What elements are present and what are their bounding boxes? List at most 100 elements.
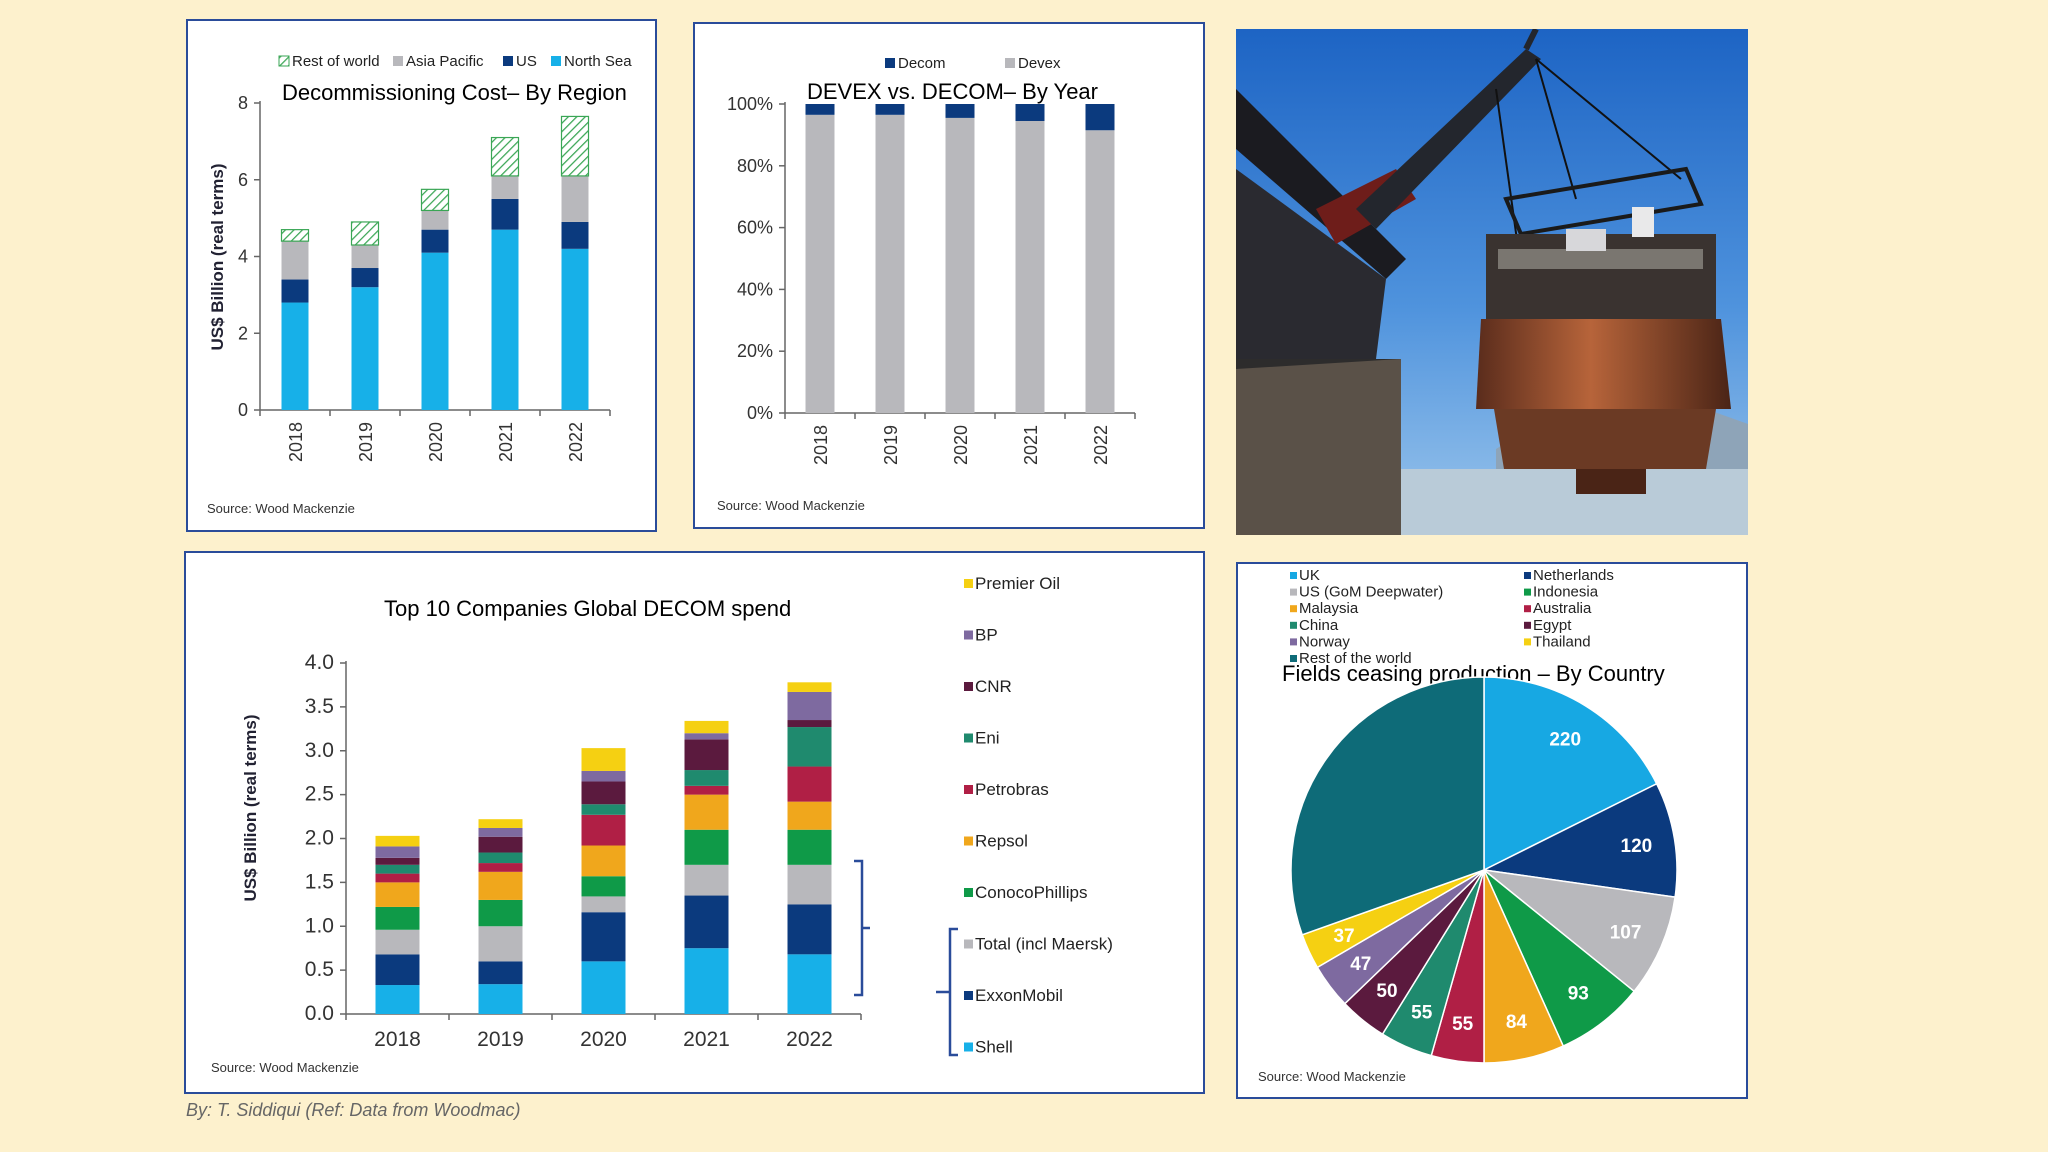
bar-petrobras-2021	[684, 785, 729, 795]
source-note: Source: Wood Mackenzie	[717, 498, 865, 513]
bar-decom-2022	[1085, 104, 1115, 131]
legend-label-us-gom-deepwater: US (GoM Deepwater)	[1299, 584, 1443, 601]
x-tick-label: 2021	[1021, 425, 1041, 465]
y-tick-label: 4.0	[305, 651, 334, 674]
bar-conocophillips-2018	[375, 906, 420, 930]
bar-bp-2018	[375, 846, 420, 858]
bar-devex-2021	[1015, 120, 1045, 414]
bar-repsol-2022	[787, 801, 832, 830]
bar-repsol-2021	[684, 794, 729, 830]
x-tick-label: 2018	[811, 425, 831, 465]
bar-asia-pacific-2018	[281, 241, 309, 280]
bar-rest-of-world-2018	[280, 229, 310, 242]
chart-top10-companies-svg: Top 10 Companies Global DECOM spend US$ B…	[211, 574, 1113, 1075]
bar-cnr-2018	[375, 857, 420, 865]
bar-petrobras-2019	[478, 863, 523, 872]
x-tick-label: 2020	[580, 1028, 627, 1051]
y-tick-label: 60%	[737, 218, 773, 238]
footer-credit: By: T. Siddiqui (Ref: Data from Woodmac)	[186, 1100, 521, 1120]
bar-repsol-2019	[478, 871, 523, 900]
bar-conocophillips-2019	[478, 899, 523, 927]
legend-swatch-thailand	[1524, 638, 1531, 646]
bar-asia-pacific-2019	[351, 244, 379, 269]
bar-decom-2020	[945, 104, 975, 118]
legend-swatch-us	[503, 56, 513, 66]
pie-label-thailand: 37	[1333, 926, 1354, 947]
legend-swatch-australia	[1524, 605, 1531, 613]
bar-premier-oil-2022	[787, 682, 832, 692]
bar-us-2019	[351, 268, 379, 288]
chart-title: DEVEX vs. DECOM– By Year	[807, 79, 1098, 104]
x-tick-label: 2020	[426, 422, 446, 462]
bar-devex-2020	[945, 117, 975, 413]
bar-conocophillips-2022	[787, 829, 832, 865]
legend-swatch-repsol	[964, 836, 973, 846]
legend-swatch-indonesia	[1524, 588, 1531, 596]
bar-premier-oil-2019	[478, 819, 523, 828]
legend-label-exxonmobil: ExxonMobil	[975, 986, 1063, 1005]
y-tick-label: 2.5	[305, 783, 334, 806]
x-tick-label: 2022	[786, 1028, 833, 1051]
y-tick-label: 0.0	[305, 1002, 334, 1025]
bar-cnr-2019	[478, 836, 523, 853]
x-tick-label: 2021	[683, 1028, 730, 1051]
pie-label-egypt: 50	[1376, 981, 1397, 1002]
bar-us-2021	[491, 198, 519, 230]
bar-us-2018	[281, 279, 309, 303]
legend-label-china: China	[1299, 617, 1339, 634]
bar-rest-of-world-2022	[560, 115, 590, 177]
y-tick-label: 1.5	[305, 870, 334, 893]
legend-label-bp: BP	[975, 626, 998, 645]
legend-swatch-eni	[964, 733, 973, 743]
pie-slice-netherlands	[1481, 782, 1678, 898]
legend-label-thailand: Thailand	[1533, 633, 1591, 650]
legend-label-rest-of-the-world: Rest of the world	[1299, 650, 1412, 667]
y-axis-label: US$ Billion (real terms)	[208, 163, 227, 350]
y-tick-label: 4	[238, 247, 248, 267]
legend-label-decom: Decom	[898, 55, 946, 72]
bar-us-2020	[421, 229, 449, 253]
bar-total-incl-maersk-2021	[684, 864, 729, 896]
x-tick-label: 2022	[1091, 425, 1111, 465]
x-tick-label: 2022	[566, 422, 586, 462]
pie-label-indonesia: 93	[1568, 983, 1589, 1004]
y-tick-label: 80%	[737, 156, 773, 176]
bar-north-sea-2018	[281, 302, 309, 410]
x-tick-label: 2019	[477, 1028, 524, 1051]
chart-decom-by-region: Rest of world Asia Pacific US North Sea Deco…	[186, 19, 657, 532]
bar-premier-oil-2018	[375, 835, 420, 847]
bar-cnr-2021	[684, 739, 729, 771]
legend-label-netherlands: Netherlands	[1533, 567, 1614, 584]
legend-swatch-total-incl-maersk	[964, 939, 973, 949]
x-tick-label: 2019	[881, 425, 901, 465]
legend-label-australia: Australia	[1533, 600, 1592, 617]
bar-bp-2021	[684, 733, 729, 740]
x-tick-label: 2018	[286, 422, 306, 462]
legend-swatch-decom	[885, 58, 895, 68]
legend-swatch-devex	[1005, 58, 1015, 68]
bar-rest-of-world-2019	[350, 221, 380, 246]
legend-swatch-china	[1290, 621, 1297, 629]
bar-total-incl-maersk-2019	[478, 926, 523, 962]
x-tick-label: 2018	[374, 1028, 421, 1051]
bar-conocophillips-2021	[684, 829, 729, 865]
bar-asia-pacific-2022	[561, 175, 589, 222]
x-tick-label: 2020	[951, 425, 971, 465]
legend-swatch-uk	[1290, 572, 1297, 579]
y-tick-label: 40%	[737, 279, 773, 299]
bar-north-sea-2020	[421, 252, 449, 410]
platform-lift-photo	[1236, 29, 1748, 535]
legend-label-indonesia: Indonesia	[1533, 584, 1599, 601]
bar-total-incl-maersk-2022	[787, 864, 832, 905]
y-tick-label: 20%	[737, 341, 773, 361]
bar-bp-2019	[478, 827, 523, 837]
legend-swatch-cnr	[964, 682, 973, 691]
pie-label-malaysia: 84	[1506, 1012, 1528, 1033]
y-tick-label: 3.5	[305, 695, 334, 718]
bar-eni-2020	[581, 804, 626, 815]
pie-label-netherlands: 120	[1621, 836, 1653, 857]
legend-swatch-shell	[964, 1042, 973, 1052]
bar-repsol-2018	[375, 882, 420, 907]
legend-label-petrobras: Petrobras	[975, 780, 1049, 799]
